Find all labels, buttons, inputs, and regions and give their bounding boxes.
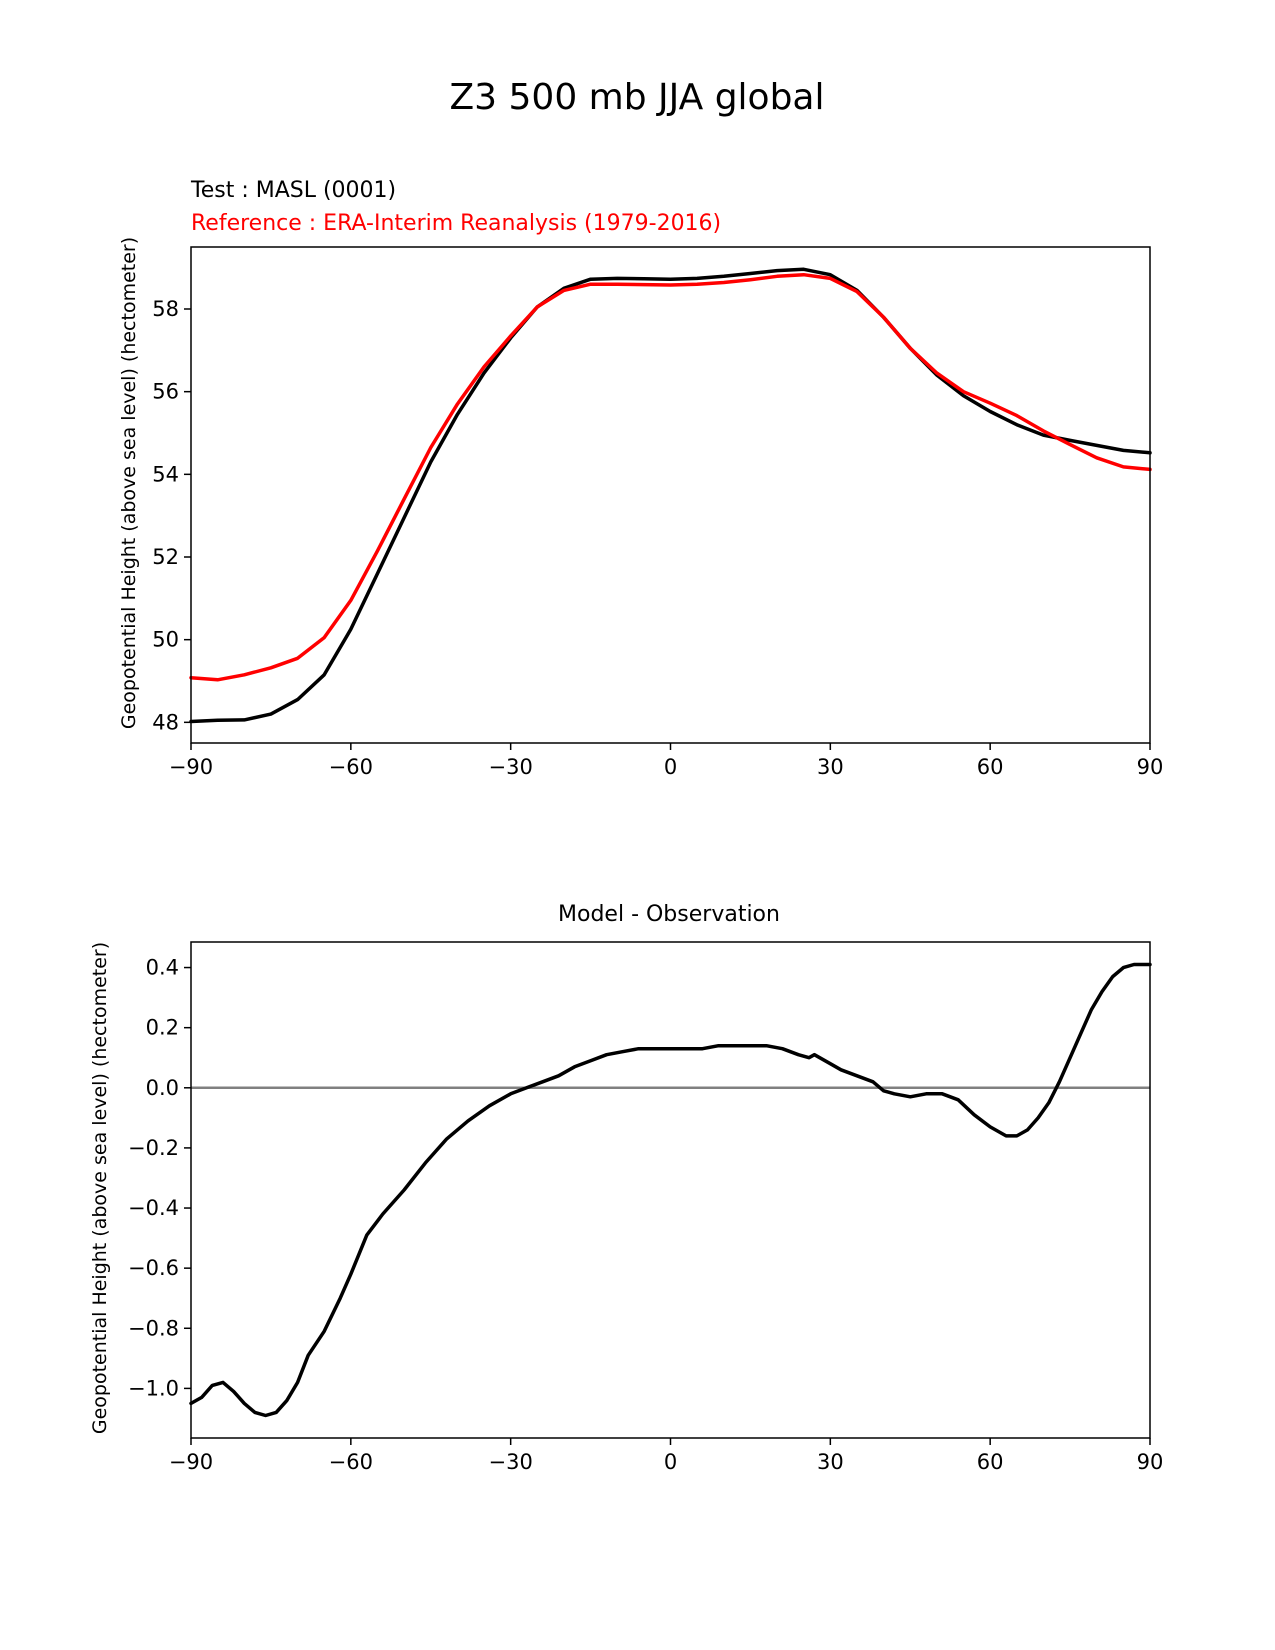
bottom-panel-title: Model - Observation [558,902,780,927]
bottom-x-tick-label: 30 [817,1450,844,1474]
bottom-y-tick-label: −0.2 [128,1136,179,1160]
bottom-x-tick-label: −30 [489,1450,533,1474]
top-x-tick-label: −30 [489,755,533,779]
top-x-tick-label: 90 [1137,755,1164,779]
bottom-x-tick-label: −60 [329,1450,373,1474]
figure-title: Z3 500 mb JJA global [450,77,825,118]
top-plot-area: −90 −60 −30 0 30 60 90 48 50 52 54 56 58 [152,246,1164,779]
top-x-tick-label: −60 [329,755,373,779]
reference-label: Reference : ERA-Interim Reanalysis (1979… [191,211,721,236]
bottom-y-tick-label: −0.4 [128,1196,179,1220]
bottom-x-tick-label: 90 [1137,1450,1164,1474]
test-label: Test : MASL (0001) [190,178,396,203]
bottom-plot-area: −90 −60 −30 0 30 60 90 0.4 0.2 0.0 −0.2 −0.4 −0.6 −0.… [128,941,1164,1474]
top-y-tick-label: 50 [152,628,179,652]
top-x-tick-label: 0 [664,755,677,779]
bottom-panel: Model - Observation −90 −60 −30 0 30 60 90 0.4 0… [89,902,1163,1474]
top-y-tick-label: 54 [152,462,179,486]
top-x-tick-label: 60 [977,755,1004,779]
bottom-series-line-0 [189,962,1152,1418]
bottom-y-tick-label: −0.8 [128,1316,179,1340]
bottom-y-axis-label: Geopotential Height (above sea level) (h… [89,942,111,1434]
top-y-tick-label: 48 [152,710,179,734]
bottom-y-tick-label: −0.6 [128,1256,179,1280]
bottom-y-tick-label: 0.4 [146,956,179,980]
top-series-line-0 [189,267,1152,724]
bottom-y-tick-label: −1.0 [128,1376,179,1400]
top-x-tick-label: −90 [169,755,213,779]
top-y-tick-label: 56 [152,380,179,404]
bottom-x-tick-label: 0 [664,1450,677,1474]
top-series-line-1 [189,272,1152,682]
top-y-tick-label: 52 [152,545,179,569]
bottom-y-tick-label: 0.0 [146,1076,179,1100]
bottom-x-tick-label: −90 [169,1450,213,1474]
bottom-x-tick-label: 60 [977,1450,1004,1474]
bottom-y-tick-label: 0.2 [146,1016,179,1040]
top-y-axis-label: Geopotential Height (above sea level) (h… [118,237,140,729]
top-x-tick-label: 30 [817,755,844,779]
top-panel: Test : MASL (0001) Reference : ERA-Inter… [118,178,1163,779]
top-y-tick-label: 58 [152,297,179,321]
